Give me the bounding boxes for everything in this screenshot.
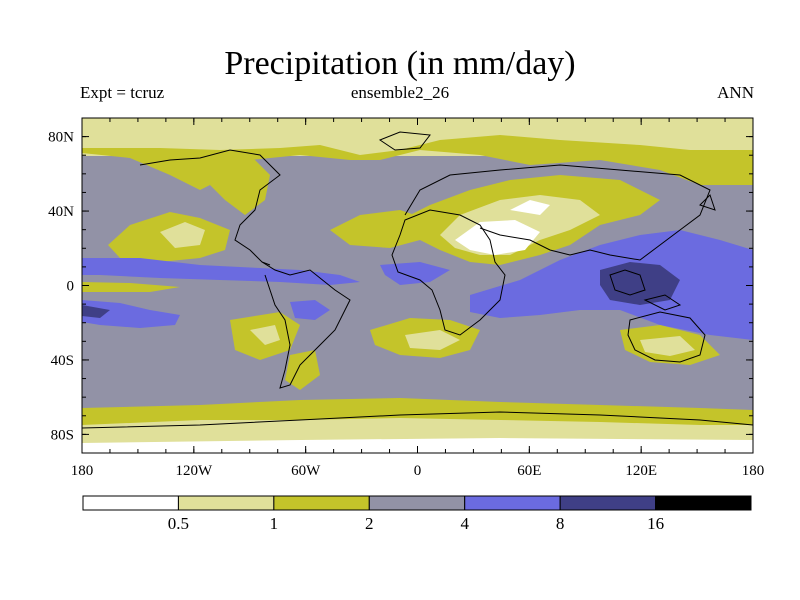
coast-eurasia [404, 164, 711, 261]
colorbar-swatch [464, 495, 561, 511]
field-north-1-2 [82, 135, 753, 190]
field-sepac-0.5-1 [250, 325, 280, 345]
colorbar-label: 4 [460, 514, 469, 533]
coastlines [82, 131, 753, 429]
field-sahara-lt0.5 [455, 220, 540, 255]
coast-samerica [261, 261, 351, 389]
field-epac-1-2 [82, 282, 180, 292]
x-tick-label: 60E [517, 463, 541, 479]
map-title: Precipitation (in mm/day) [224, 45, 576, 82]
colorbar-swatch [368, 495, 466, 511]
y-tick-label: 40S [51, 353, 74, 369]
field-spcz-8-16 [82, 305, 110, 318]
field-asia-lt0.5 [510, 200, 550, 215]
coast-australia [627, 311, 706, 363]
y-tick-label: 0 [67, 279, 75, 295]
field-npac-0.5-1 [160, 222, 205, 248]
colorbar-swatch [82, 495, 179, 511]
field-itcz-pacific-4-8 [82, 258, 360, 285]
y-tick-label: 40N [48, 204, 74, 220]
coast-namerica [139, 149, 281, 266]
precip-field [82, 118, 753, 453]
field-australia-0.5-1 [640, 336, 695, 356]
colorbar-swatch [559, 495, 657, 511]
field-maritime-8-16 [600, 262, 680, 305]
x-tick-label: 180 [742, 463, 765, 479]
colorbar-swatch [273, 495, 370, 511]
coast-newguinea [643, 294, 682, 311]
experiment-label: Expt = tcruz [80, 83, 165, 102]
field-patagonia-1-2 [285, 350, 320, 390]
field-amazon-4-8 [290, 300, 330, 320]
x-tick-label: 120W [175, 463, 213, 479]
colorbar-swatch [177, 495, 275, 511]
x-tick-label: 60W [291, 463, 321, 479]
colorbar-label: 8 [556, 514, 565, 533]
colorbar: 0.5 1 2 4 8 16 [82, 495, 752, 533]
field-namerica-1-2 [200, 150, 270, 215]
coast-africa [391, 209, 506, 336]
season-label: ANN [717, 83, 754, 102]
y-tick-label: 80N [48, 130, 74, 146]
field-spcz-4-8 [82, 300, 180, 328]
colorbar-label: 1 [270, 514, 279, 533]
field-africa-west-4-8 [380, 262, 450, 285]
colorbar-label: 16 [647, 514, 664, 533]
colorbar-swatch [655, 495, 752, 511]
x-axis-ticks: 180 120W 60W 0 60E 120E 180 [71, 118, 765, 479]
case-label: ensemble2_26 [350, 83, 450, 102]
x-tick-label: 180 [71, 463, 94, 479]
coast-antarctica [82, 411, 753, 429]
colorbar-label: 0.5 [168, 514, 189, 533]
x-tick-label: 0 [414, 463, 422, 479]
y-axis-ticks: 80N 40N 0 40S 80S [48, 117, 753, 454]
field-safrica-0.5-1 [405, 330, 460, 350]
coast-greenland [378, 131, 431, 151]
colorbar-label: 2 [365, 514, 374, 533]
coast-borneo [609, 269, 646, 296]
coast-japan [699, 194, 716, 211]
y-tick-label: 80S [51, 427, 74, 443]
x-tick-label: 120E [625, 463, 657, 479]
